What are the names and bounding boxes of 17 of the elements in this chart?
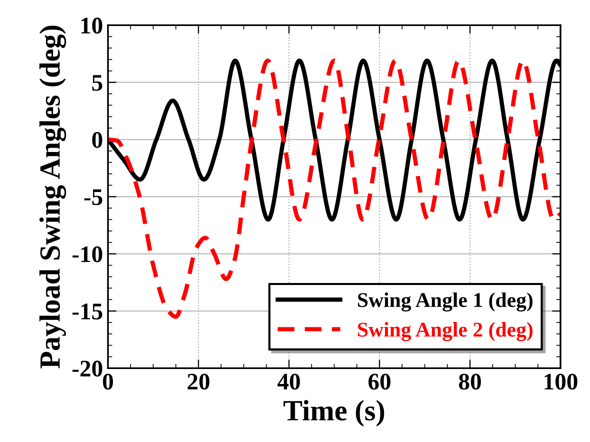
x-tick-label: 60 xyxy=(368,374,390,390)
x-tick-label: 0 xyxy=(102,374,113,390)
y-tick-label: 10 xyxy=(81,18,102,34)
x-tick-label: 100 xyxy=(544,374,578,390)
x-tick-label: 80 xyxy=(458,374,481,390)
y-tick-label: -10 xyxy=(72,246,102,262)
x-tick-label: 40 xyxy=(278,374,300,390)
y-tick-label: -5 xyxy=(84,189,102,206)
x-axis-title: Time (s) xyxy=(284,400,384,426)
x-tick-label: 20 xyxy=(188,374,210,390)
y-tick-label: 5 xyxy=(92,75,102,91)
y-tick-label: 0 xyxy=(92,132,102,148)
y-axis-title: Payload Swing Angles (deg) xyxy=(39,26,66,368)
y-tick-label: -15 xyxy=(72,304,102,320)
legend-label: Swing Angle 2 (deg) xyxy=(358,322,533,342)
legend-label: Swing Angle 1 (deg) xyxy=(358,292,533,312)
y-tick-label: -20 xyxy=(72,360,102,377)
